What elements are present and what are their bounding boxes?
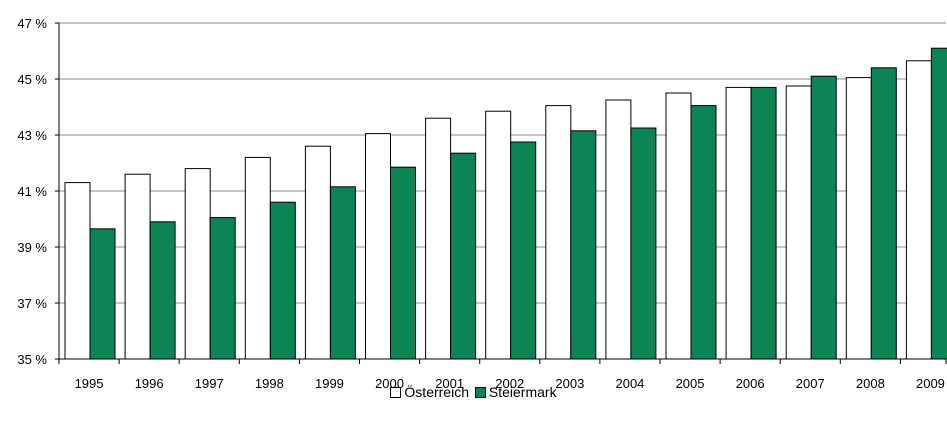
y-tick-label: 35 %	[17, 352, 47, 367]
bar-steiermark-1999	[329, 186, 356, 360]
x-tick-label: 2006	[736, 376, 765, 391]
bar-oesterreich-1996	[124, 173, 151, 360]
y-tick-label: 43 %	[17, 128, 47, 143]
bar-steiermark-2003	[570, 130, 597, 360]
x-tick-label: 1995	[75, 376, 104, 391]
bar-steiermark-1996	[149, 221, 176, 360]
bar-oesterreich-2007	[785, 85, 812, 360]
bar-steiermark-2004	[630, 127, 657, 360]
legend-label-steiermark: Steiermark	[488, 384, 557, 400]
x-tick-label: 1996	[135, 376, 164, 391]
x-tick-label: 2001	[435, 376, 464, 391]
bar-oesterreich-2003	[545, 105, 572, 360]
y-tick-label: 41 %	[17, 184, 47, 199]
bar-oesterreich-2009	[905, 60, 932, 360]
bar-oesterreich-2006	[725, 86, 752, 360]
legend: Österreich Steiermark	[0, 384, 947, 401]
x-tick-label: 2005	[676, 376, 705, 391]
x-tick-label: 1999	[315, 376, 344, 391]
y-tick-label: 45 %	[17, 72, 47, 87]
y-tick-label: 47 %	[17, 16, 47, 31]
legend-swatch-steiermark	[474, 386, 486, 398]
legend-item-oesterreich: Österreich	[390, 384, 469, 400]
bar-steiermark-1998	[269, 201, 296, 360]
y-tick-labels: 35 % 37 % 39 % 41 % 43 % 45 % 47 %	[17, 16, 47, 367]
bar-oesterreich-1995	[64, 182, 91, 360]
bar-oesterreich-2008	[845, 77, 872, 360]
bar-steiermark-2001	[450, 152, 477, 360]
bar-steiermark-2006	[750, 86, 777, 360]
bar-steiermark-1995	[89, 228, 116, 360]
x-tick-label: 1997	[195, 376, 224, 391]
bar-oesterreich-1997	[184, 168, 211, 360]
bar-steiermark-1997	[209, 217, 236, 360]
x-tick-label: 1998	[255, 376, 284, 391]
bars	[64, 47, 947, 360]
bar-oesterreich-2004	[605, 99, 632, 360]
legend-item-steiermark: Steiermark	[474, 384, 557, 400]
y-tick-label: 39 %	[17, 240, 47, 255]
x-tick-label: 2007	[796, 376, 825, 391]
x-tick-label: 2003	[555, 376, 584, 391]
x-tick-label: 2008	[856, 376, 885, 391]
bar-steiermark-2008	[870, 67, 897, 360]
bar-steiermark-2009	[930, 47, 947, 360]
bar-steiermark-2005	[690, 105, 717, 360]
bar-oesterreich-2001	[425, 117, 452, 360]
bar-oesterreich-2000	[365, 133, 391, 360]
x-tick-label: 2002	[495, 376, 524, 391]
bar-steiermark-2007	[810, 75, 837, 360]
bar-oesterreich-2005	[665, 92, 692, 360]
legend-swatch-oesterreich	[390, 386, 402, 398]
bar-steiermark-2000	[390, 166, 416, 360]
bar-oesterreich-1998	[244, 156, 271, 360]
bar-steiermark-2002	[510, 141, 537, 360]
y-tick-label: 37 %	[17, 296, 47, 311]
x-tick-label: 2009	[916, 376, 945, 391]
axes	[58, 23, 947, 364]
legend-label-oesterreich: Österreich	[404, 384, 469, 400]
bar-oesterreich-2002	[485, 110, 512, 360]
bar-oesterreich-1999	[304, 145, 331, 360]
x-tick-label: 2004	[615, 376, 644, 391]
